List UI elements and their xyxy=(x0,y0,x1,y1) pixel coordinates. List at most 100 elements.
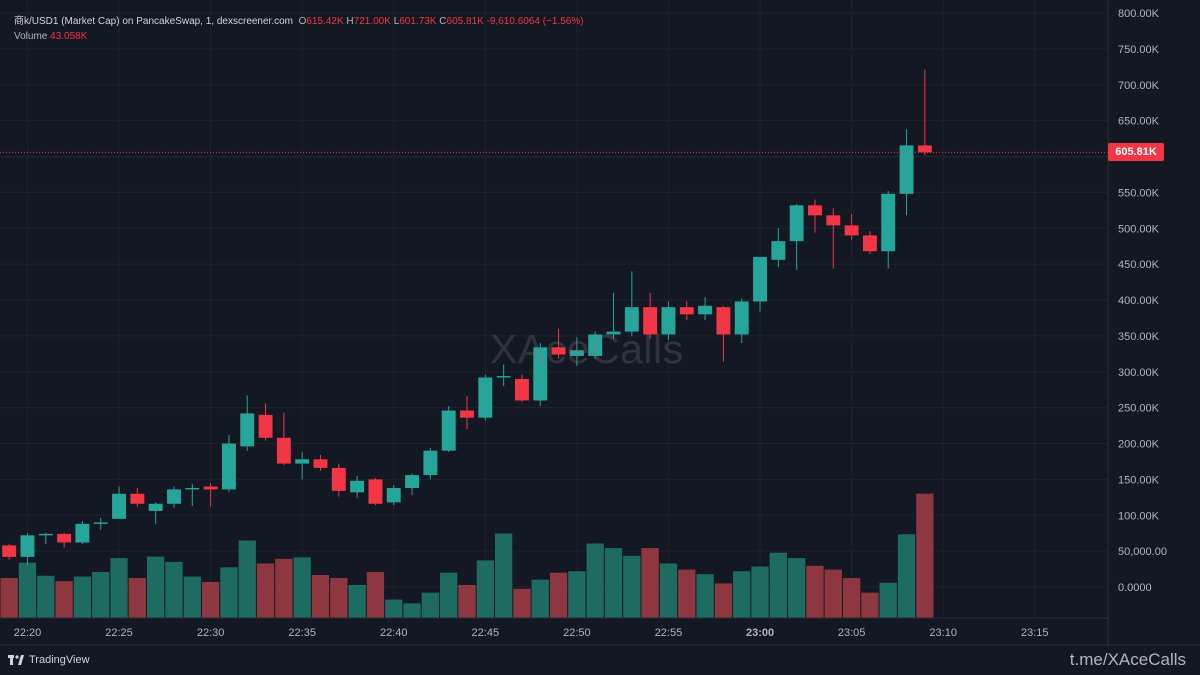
volume-bar xyxy=(696,574,714,618)
candle-body xyxy=(862,235,877,252)
volume-bar xyxy=(568,571,586,618)
candle-body xyxy=(569,350,584,356)
volume-bar xyxy=(256,563,275,618)
candle-body xyxy=(221,443,236,490)
volume-bar xyxy=(330,578,348,618)
tradingview-logo[interactable]: TradingView xyxy=(8,654,90,666)
candle-body xyxy=(276,437,291,464)
candle-body xyxy=(38,533,53,536)
time-tick-label: 22:30 xyxy=(197,627,225,639)
candle-body xyxy=(496,376,511,378)
volume-bar xyxy=(476,560,494,618)
time-tick-label: 23:15 xyxy=(1021,627,1049,639)
price-tick-label: 650.00K xyxy=(1118,116,1160,128)
candle-body xyxy=(881,193,896,252)
volume-bars xyxy=(0,493,934,618)
legend-price-row: 商k/USD1 (Market Cap) on PancakeSwap, 1, … xyxy=(14,14,584,29)
candle-body xyxy=(771,241,786,260)
candle-body xyxy=(460,410,474,418)
volume-bar xyxy=(604,548,623,618)
candle-body xyxy=(478,377,493,418)
volume-bar xyxy=(183,576,201,618)
current-price-tag: 605.81K xyxy=(1108,143,1164,162)
volume-bar xyxy=(733,571,751,618)
candle-body xyxy=(698,305,713,315)
candle-body xyxy=(313,459,328,468)
candle-body xyxy=(551,347,566,355)
candle-body xyxy=(844,225,859,236)
high-label: H xyxy=(346,16,354,27)
candle-body xyxy=(826,215,841,226)
volume-bar xyxy=(788,558,806,618)
candle-body xyxy=(2,545,17,557)
candle-body xyxy=(258,414,273,438)
candle-body xyxy=(441,410,456,451)
volume-bar xyxy=(458,584,476,618)
volume-bar xyxy=(275,558,293,618)
candle-body xyxy=(331,467,346,491)
volume-bar xyxy=(55,581,73,618)
time-tick-label: 22:40 xyxy=(380,627,408,639)
volume-value: 43.058K xyxy=(50,31,88,42)
candle-body xyxy=(643,307,658,335)
volume-bar xyxy=(293,557,311,618)
grid-lines xyxy=(0,0,1108,618)
volume-bar xyxy=(861,592,879,618)
volume-bar xyxy=(366,571,385,618)
candle-body xyxy=(350,480,365,493)
candle-body xyxy=(734,301,749,335)
volume-bar xyxy=(220,567,238,618)
time-tick-label: 22:35 xyxy=(288,627,316,639)
volume-bar xyxy=(348,584,366,618)
candle-body xyxy=(57,533,72,543)
candle-body xyxy=(661,307,676,335)
price-tick-label: 500.00K xyxy=(1118,223,1160,235)
chart-legend: 商k/USD1 (Market Cap) on PancakeSwap, 1, … xyxy=(14,14,584,44)
candle-body xyxy=(533,347,548,401)
price-tick-label: 750.00K xyxy=(1118,44,1160,56)
candle-body xyxy=(789,205,804,242)
time-tick-label: 23:10 xyxy=(929,627,957,639)
high-value: 721.00K xyxy=(353,16,391,27)
price-tick-label: 400.00K xyxy=(1118,295,1160,307)
price-tick-label: 50,000.00 xyxy=(1118,546,1167,558)
candle-body xyxy=(514,378,529,401)
price-tick-label: 300.00K xyxy=(1118,367,1160,379)
volume-bar xyxy=(549,572,568,618)
price-tick-label: 450.00K xyxy=(1118,259,1160,271)
volume-bar xyxy=(916,493,934,618)
volume-label[interactable]: Volume xyxy=(14,31,48,42)
volume-bar xyxy=(897,534,916,618)
candle-body xyxy=(20,535,35,557)
volume-bar xyxy=(678,569,696,618)
volume-bar xyxy=(37,575,55,618)
price-tick-label: 200.00K xyxy=(1118,439,1160,451)
candle-body xyxy=(130,493,145,504)
price-axis[interactable]: 0.0000 50,000.00 100.00K 150.00K 200.00K 250.… xyxy=(1118,8,1167,594)
candle-body xyxy=(148,503,163,511)
time-axis[interactable]: 22:20 22:25 22:30 22:35 22:40 22:45 22:50 22:55… xyxy=(14,627,1049,639)
price-tick-label: 550.00K xyxy=(1118,187,1160,199)
candle-body xyxy=(716,307,731,335)
open-value: 615.42K xyxy=(306,16,344,27)
volume-bar xyxy=(421,592,440,618)
volume-bar xyxy=(440,572,458,618)
volume-bar xyxy=(311,574,330,618)
symbol-title[interactable]: 商k/USD1 (Market Cap) on PancakeSwap, 1, … xyxy=(14,16,294,27)
volume-bar xyxy=(18,562,37,618)
volume-bar xyxy=(73,576,92,618)
price-tick-label: 150.00K xyxy=(1118,474,1160,486)
candle-body xyxy=(295,459,310,464)
volume-bar xyxy=(714,583,733,618)
low-value: 601.73K xyxy=(399,16,437,27)
candle-body xyxy=(606,331,621,335)
volume-bar xyxy=(659,563,678,618)
candle-body xyxy=(405,475,420,488)
candle-body xyxy=(75,523,90,543)
price-tick-label: 700.00K xyxy=(1118,80,1160,92)
candle-body xyxy=(167,489,181,504)
telegram-link[interactable]: t.me/XAceCalls xyxy=(1069,650,1186,669)
volume-bar xyxy=(238,540,256,618)
